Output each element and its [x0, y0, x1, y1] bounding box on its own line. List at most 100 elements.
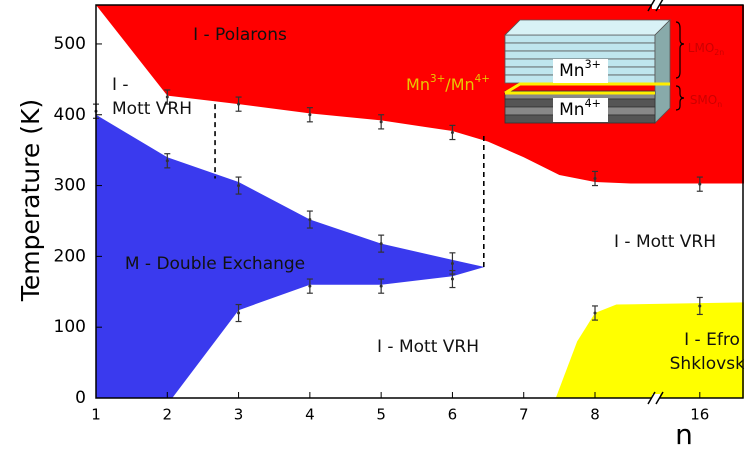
- inset-label-part: Mn: [559, 61, 584, 81]
- x-tick-label: 6: [448, 406, 458, 424]
- region-label: I - Efro Shklovskii: [670, 330, 744, 374]
- error-bar: [378, 278, 385, 294]
- error-bar: [164, 89, 171, 105]
- inset-label-part: 3+: [585, 58, 601, 71]
- region-label-line: I - Mott VRH: [377, 337, 479, 357]
- y-tick-label: 300: [54, 176, 86, 196]
- interface-label: Mn3+/Mn4+: [406, 73, 490, 94]
- interface-line: [504, 82, 670, 95]
- data-point: [698, 182, 702, 186]
- axis-break-gap: [652, 1, 660, 9]
- axis-break: [647, 0, 656, 12]
- data-point: [379, 120, 383, 124]
- plot-frame: [95, 4, 744, 399]
- x-tick-label: 5: [376, 406, 386, 424]
- error-bar: [378, 114, 385, 130]
- inset-label-part: 4+: [585, 97, 601, 110]
- region-label-line: M - Double Exchange: [125, 254, 305, 274]
- interface-label-part: Mn: [406, 75, 430, 94]
- layer-label-part: n: [717, 100, 722, 109]
- data-point: [165, 159, 169, 163]
- layer-label-part: LMO: [688, 41, 714, 55]
- y-tick-label: 400: [54, 105, 86, 125]
- y-tick-label: 0: [75, 388, 86, 408]
- region-label-line: Shklovskii: [670, 354, 744, 374]
- region-label-line: I - Efro: [684, 330, 740, 350]
- brace: [675, 85, 685, 111]
- error-bar: [378, 234, 385, 253]
- interface-label-part: /Mn: [445, 75, 474, 94]
- region-label-line: I - Mott VRH: [614, 232, 716, 252]
- data-point: [237, 102, 241, 106]
- phase-region: [96, 114, 485, 398]
- x-tick-label: 8: [590, 406, 600, 424]
- label-box: [553, 59, 608, 83]
- error-bar: [306, 210, 313, 229]
- lmo-layer: [504, 42, 656, 52]
- region-label: M - Double Exchange: [125, 254, 305, 274]
- error-bar: [235, 176, 242, 195]
- data-point: [450, 277, 454, 281]
- error-bar: [306, 278, 313, 294]
- axis-break-gap: [652, 394, 660, 402]
- brace: [675, 21, 685, 79]
- error-bar: [449, 124, 456, 141]
- error-bar: [449, 269, 456, 289]
- x-tick-label: 1: [91, 406, 101, 424]
- data-point: [379, 242, 383, 246]
- error-bar: [696, 296, 703, 316]
- interface-label-part: 4+: [475, 73, 490, 85]
- x-tick-label: 2: [163, 406, 173, 424]
- lmo-layer: [504, 50, 656, 60]
- data-point: [698, 304, 702, 308]
- inset-label: Mn3+: [559, 58, 601, 82]
- y-axis-label: Temperature (K): [16, 99, 45, 302]
- error-bar: [306, 107, 313, 123]
- data-point: [379, 284, 383, 288]
- stack-side: [654, 19, 671, 124]
- data-point: [593, 311, 597, 315]
- y-tick-label: 100: [54, 317, 86, 337]
- data-point: [237, 311, 241, 315]
- region-label: I - Mott VRH: [614, 232, 716, 252]
- layer-label: SMOn: [690, 93, 722, 109]
- interface-label-part: 3+: [430, 73, 445, 85]
- axis-break: [647, 391, 656, 405]
- axis-break: [655, 0, 664, 12]
- data-point: [450, 130, 454, 134]
- label-box: [553, 98, 608, 122]
- region-label-line: I - Polarons: [193, 25, 287, 45]
- x-tick-label: 3: [234, 406, 244, 424]
- error-bar: [592, 305, 599, 321]
- region-label: I - Polarons: [193, 25, 287, 45]
- x-axis-label: n: [675, 418, 693, 451]
- data-point: [308, 218, 312, 222]
- x-tick-label: 7: [519, 406, 529, 424]
- error-bar: [696, 176, 703, 192]
- layer-label-part: 2n: [714, 48, 724, 57]
- inset-label: Mn4+: [559, 97, 601, 121]
- data-point: [165, 95, 169, 99]
- data-point: [593, 176, 597, 180]
- region-label: I - Mott VRH: [377, 337, 479, 357]
- layer-label-part: SMO: [690, 93, 717, 107]
- region-label: I - Mott VRH: [112, 75, 192, 119]
- error-bar: [235, 303, 242, 323]
- data-point: [308, 284, 312, 288]
- x-tick-label: 16: [690, 406, 709, 424]
- inset-label-part: Mn: [559, 100, 584, 120]
- lmo-layer: [504, 34, 656, 44]
- data-point: [308, 113, 312, 117]
- region-label-line: I -: [112, 75, 129, 95]
- data-point: [450, 261, 454, 265]
- region-label-line: Mott VRH: [112, 99, 192, 119]
- axis-break: [655, 391, 664, 405]
- phase-region: [555, 302, 744, 398]
- x-tick-label: 4: [305, 406, 315, 424]
- y-tick-label: 200: [54, 246, 86, 266]
- data-point: [237, 184, 241, 188]
- y-tick-label: 500: [54, 34, 86, 54]
- layer-label: LMO2n: [688, 41, 724, 57]
